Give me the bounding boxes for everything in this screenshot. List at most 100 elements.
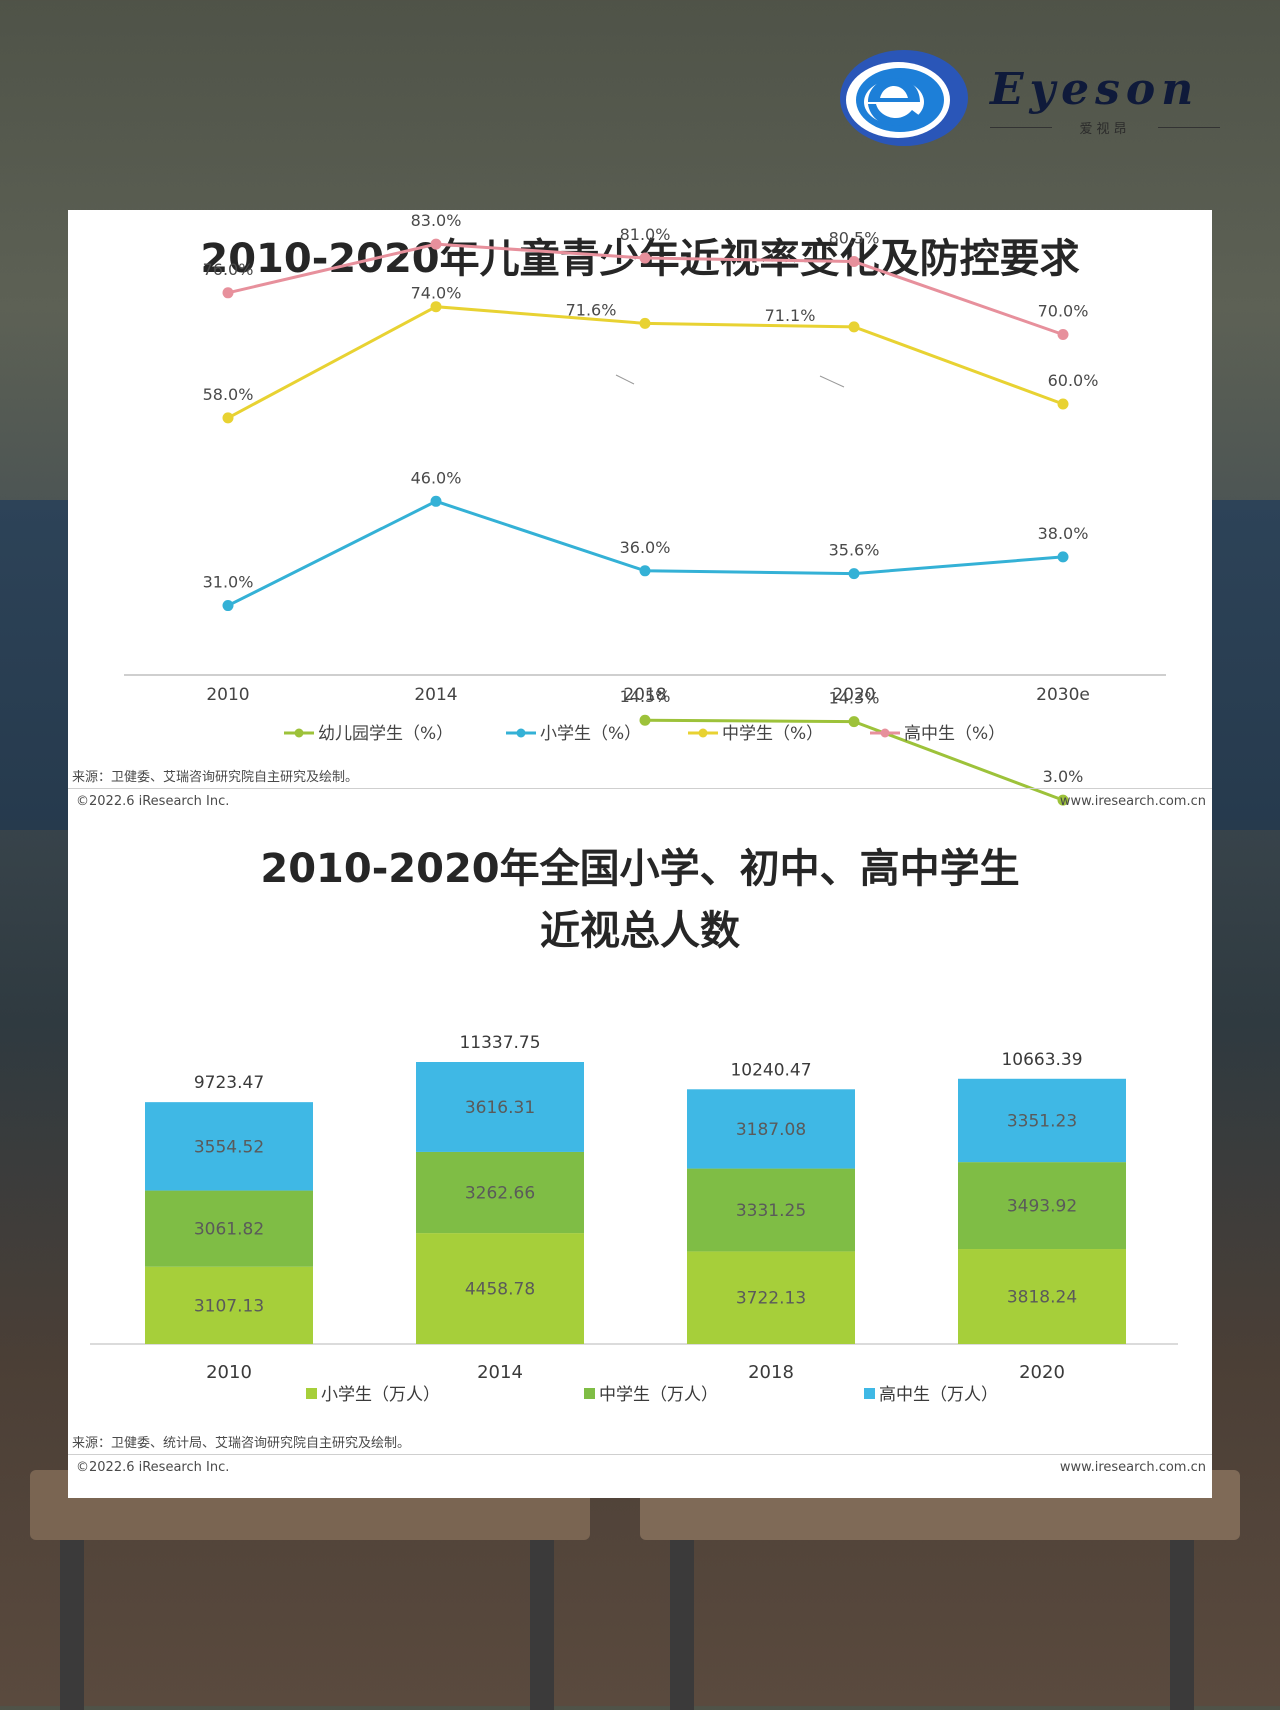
data-label: 83.0% bbox=[411, 211, 462, 230]
bar-value-label: 3331.25 bbox=[736, 1201, 806, 1221]
bar-segment bbox=[145, 1266, 313, 1344]
x-tick-label: 2014 bbox=[414, 685, 457, 705]
x-tick-label: 2010 bbox=[206, 685, 249, 705]
data-point bbox=[1057, 551, 1069, 563]
data-point bbox=[1057, 794, 1069, 806]
data-point bbox=[639, 714, 651, 726]
bar-chart-title: 2010-2020年全国小学、初中、高中学生 近视总人数 bbox=[68, 838, 1212, 962]
bar-chart-copyright: ©2022.6 iResearch Inc. bbox=[76, 1460, 230, 1475]
bar-segment bbox=[958, 1162, 1126, 1250]
data-label: 36.0% bbox=[620, 538, 671, 557]
bar-segment bbox=[145, 1102, 313, 1191]
brand-subtitle: 爱视昂 bbox=[1079, 122, 1131, 137]
bar-chart-source: 来源：卫健委、统计局、艾瑞咨询研究院自主研究及绘制。 bbox=[72, 1436, 411, 1451]
legend-marker bbox=[880, 728, 890, 738]
eyeson-logo-icon bbox=[840, 50, 968, 146]
data-point bbox=[430, 495, 442, 507]
line-chart: 2010 2014 2018 2020 2030e 14.5% 14.3% 3.0% 31.0%… bbox=[124, 211, 1166, 806]
legend-label: 小学生（%） bbox=[540, 724, 641, 744]
data-label: 58.0% bbox=[203, 385, 254, 404]
legend-label: 中学生（万人） bbox=[599, 1385, 718, 1405]
background-desk-leg bbox=[530, 1540, 554, 1710]
data-label: 3.0% bbox=[1043, 767, 1084, 786]
bar-total-label: 10663.39 bbox=[1001, 1050, 1082, 1070]
data-point bbox=[848, 321, 860, 333]
bar-segment bbox=[416, 1151, 584, 1234]
bar-segment bbox=[416, 1233, 584, 1344]
data-label: 31.0% bbox=[203, 573, 254, 592]
data-point bbox=[848, 716, 860, 728]
legend-marker bbox=[294, 728, 304, 738]
line-chart-website: www.iresearch.com.cn bbox=[1059, 794, 1206, 809]
legend-marker bbox=[516, 728, 526, 738]
bar-segment bbox=[958, 1078, 1126, 1163]
label-leader-line bbox=[615, 374, 635, 385]
divider bbox=[990, 127, 1052, 128]
bar-value-label: 3262.66 bbox=[465, 1184, 535, 1204]
data-label: 70.0% bbox=[1038, 302, 1089, 321]
data-label: 38.0% bbox=[1038, 524, 1089, 543]
bar-chart-website: www.iresearch.com.cn bbox=[1059, 1460, 1206, 1475]
bar-value-label: 3107.13 bbox=[194, 1296, 264, 1316]
bar-value-label: 3061.82 bbox=[194, 1220, 264, 1240]
background-desk-leg bbox=[1170, 1540, 1194, 1710]
legend-swatch bbox=[306, 1388, 317, 1399]
background-desk-leg bbox=[60, 1540, 84, 1710]
report-panel: 2010-2020年儿童青少年近视率变化及防控要求 2010 2014 2018 20… bbox=[68, 210, 1212, 1498]
brand-logo: Eyeson 爱视昂 bbox=[832, 42, 1252, 152]
legend-swatch bbox=[584, 1388, 595, 1399]
bar-value-label: 3722.13 bbox=[736, 1289, 806, 1309]
data-point bbox=[222, 600, 234, 612]
data-point bbox=[1057, 398, 1069, 410]
legend-swatch bbox=[864, 1388, 875, 1399]
label-leader-line bbox=[819, 375, 845, 388]
data-label: 74.0% bbox=[411, 284, 462, 303]
legend-label: 幼儿园学生（%） bbox=[318, 724, 453, 744]
brand-name: Eyeson bbox=[990, 64, 1200, 115]
x-tick-label: 2018 bbox=[623, 685, 666, 705]
legend-marker bbox=[698, 728, 708, 738]
data-point bbox=[430, 238, 442, 250]
divider bbox=[68, 788, 1212, 789]
bar-value-label: 3616.31 bbox=[465, 1098, 535, 1118]
x-tick-label: 2030e bbox=[1036, 685, 1090, 705]
bar-value-label: 4458.78 bbox=[465, 1280, 535, 1300]
data-point bbox=[848, 256, 860, 268]
data-label: 46.0% bbox=[411, 468, 462, 487]
bar-chart-title-line1: 2010-2020年全国小学、初中、高中学生 bbox=[260, 846, 1020, 892]
bar-value-label: 3554.52 bbox=[194, 1137, 264, 1157]
legend-label: 高中生（%） bbox=[904, 724, 1005, 744]
data-label: 14.3% bbox=[829, 689, 880, 708]
x-tick-label: 2020 bbox=[832, 685, 875, 705]
data-point bbox=[639, 565, 651, 577]
data-label: 71.1% bbox=[765, 306, 816, 325]
data-label: 71.6% bbox=[566, 300, 617, 319]
x-tick-label: 2010 bbox=[206, 1362, 252, 1383]
divider bbox=[1158, 127, 1220, 128]
bar-value-label: 3187.08 bbox=[736, 1120, 806, 1140]
data-label: 76.0% bbox=[203, 260, 254, 279]
data-point bbox=[222, 287, 234, 299]
data-label: 14.5% bbox=[620, 687, 671, 706]
background-desk-leg bbox=[670, 1540, 694, 1710]
legend-label: 小学生（万人） bbox=[321, 1385, 440, 1405]
line-chart-source: 来源：卫健委、艾瑞咨询研究院自主研究及绘制。 bbox=[72, 770, 359, 785]
bar-value-label: 3493.92 bbox=[1007, 1197, 1077, 1217]
bar-segment bbox=[958, 1249, 1126, 1344]
data-point bbox=[639, 252, 651, 264]
bar-segment bbox=[687, 1251, 855, 1344]
bar-segment bbox=[145, 1190, 313, 1267]
data-point bbox=[222, 412, 234, 424]
bar-chart-title-line2: 近视总人数 bbox=[540, 908, 740, 954]
bar-total-label: 11337.75 bbox=[459, 1033, 540, 1053]
bar-segment bbox=[687, 1089, 855, 1169]
data-label: 35.6% bbox=[829, 541, 880, 560]
line-chart-copyright: ©2022.6 iResearch Inc. bbox=[76, 794, 230, 809]
x-tick-label: 2014 bbox=[477, 1362, 523, 1383]
data-label: 81.0% bbox=[620, 225, 671, 244]
legend-label: 高中生（万人） bbox=[879, 1385, 998, 1405]
bar-segment bbox=[416, 1062, 584, 1152]
data-point bbox=[1057, 329, 1069, 340]
bar-value-label: 3818.24 bbox=[1007, 1288, 1077, 1308]
x-tick-label: 2020 bbox=[1019, 1362, 1065, 1383]
